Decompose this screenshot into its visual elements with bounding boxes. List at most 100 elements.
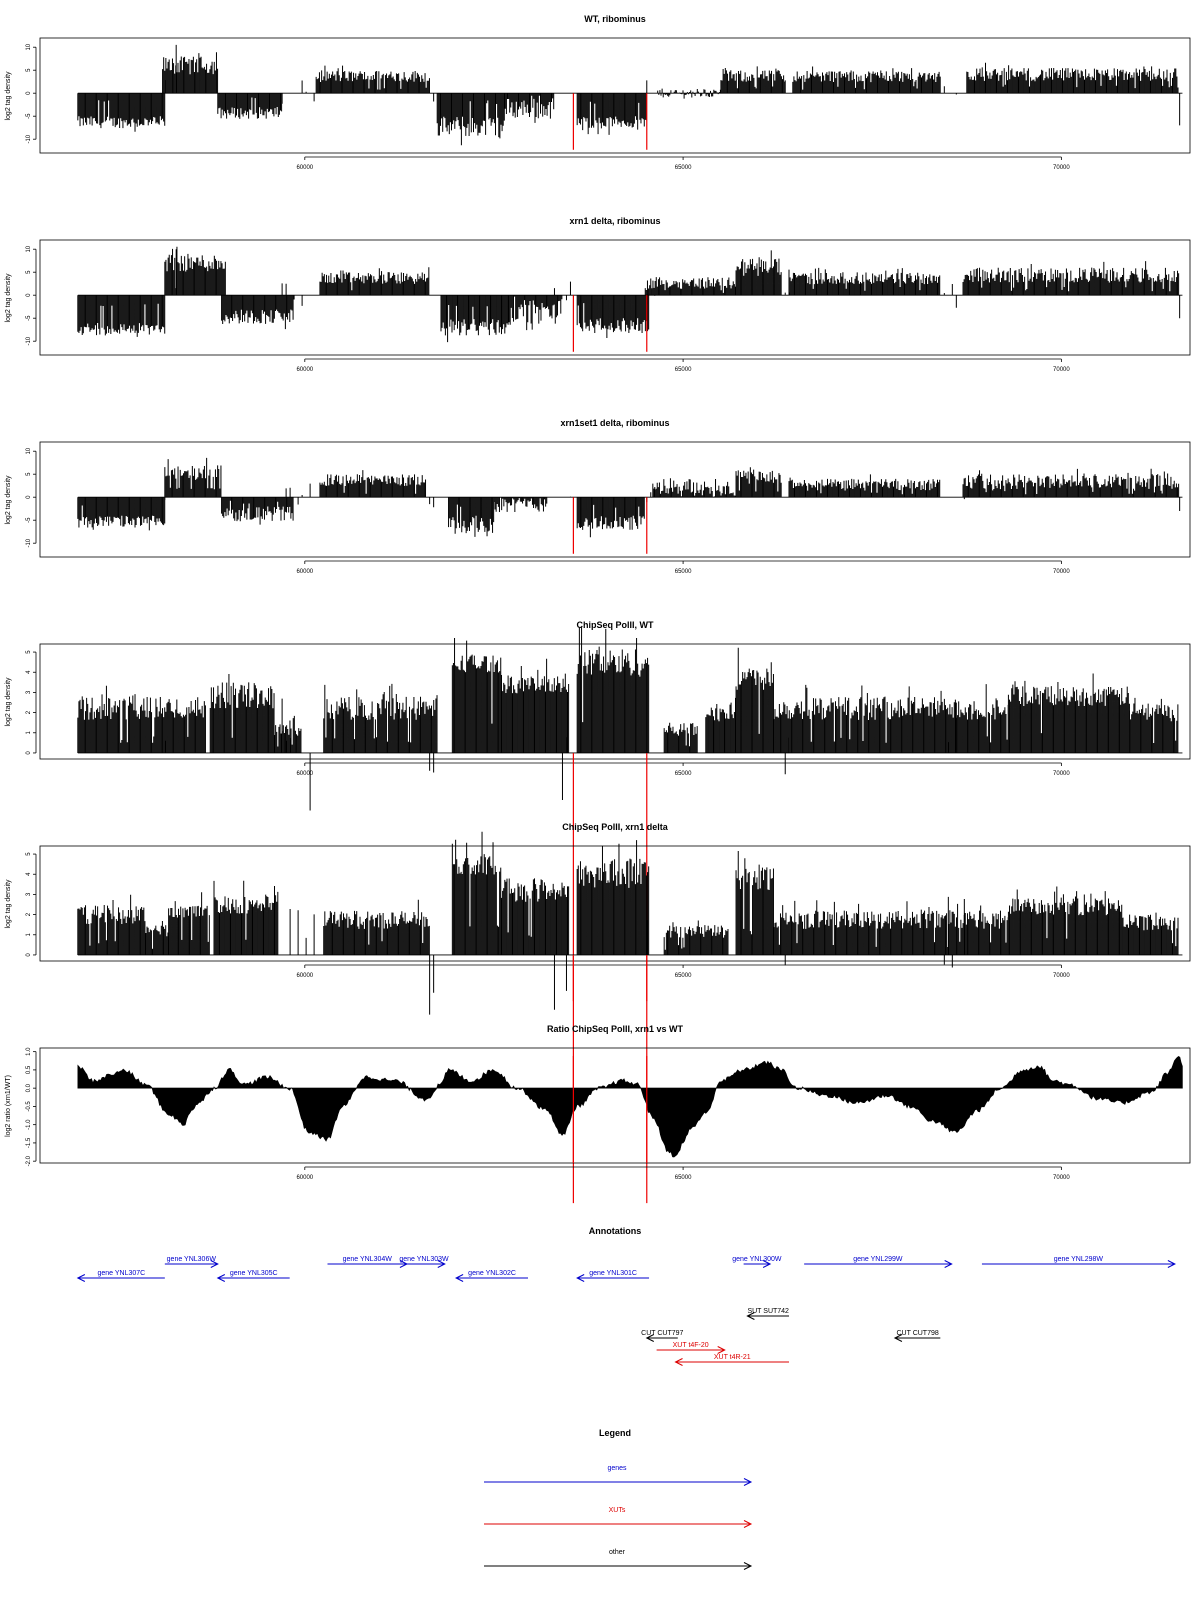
- feature-label: gene YNL307C: [97, 1270, 145, 1277]
- y-axis-label: log2 tag density: [5, 71, 12, 121]
- y-tick-label: -1.5: [26, 1137, 32, 1148]
- feature-arrow: gene YNL306W: [164, 1256, 219, 1268]
- arrow-head: [743, 1478, 753, 1486]
- y-tick-label: -1.0: [26, 1119, 32, 1130]
- x-tick-label: 70000: [1053, 1175, 1070, 1181]
- arrow-head: [1167, 1260, 1176, 1268]
- y-tick-label: 2: [26, 710, 32, 714]
- feature-label: gene YNL302C: [468, 1270, 516, 1277]
- y-tick-label: 0.5: [26, 1065, 32, 1074]
- y-axis-label: log2 tag density: [5, 273, 12, 323]
- y-tick-label: 0.0: [26, 1083, 32, 1092]
- x-tick-label: 60000: [296, 165, 313, 171]
- feature-label: gene YNL299W: [853, 1256, 903, 1263]
- x-tick-label: 60000: [296, 367, 313, 373]
- annotations-title: Annotations: [589, 1226, 642, 1236]
- y-tick-label: -10: [26, 336, 32, 345]
- x-tick-label: 70000: [1053, 569, 1070, 575]
- legend-title: Legend: [599, 1428, 631, 1438]
- panel-wt-ribominus: WT, ribominus log2 tag density 10 5 0 -5 -10…: [5, 14, 1191, 171]
- feature-label: CUT CUT798: [896, 1330, 938, 1337]
- legend-item: genes: [484, 1465, 753, 1486]
- x-tick-label: 65000: [675, 367, 692, 373]
- panel-ratio: Ratio ChipSeq PolII, xrn1 vs WT log2 rat…: [5, 1024, 1191, 1181]
- y-tick-label: -5: [26, 315, 32, 321]
- arrow-head: [893, 1334, 903, 1342]
- x-tick-label: 65000: [675, 771, 692, 777]
- feature-arrow: gene YNL302C: [454, 1270, 528, 1282]
- x-tick-label: 60000: [296, 973, 313, 979]
- panel-title: ChipSeq PolII, xrn1 delta: [562, 822, 669, 832]
- y-tick-label: 0: [26, 953, 32, 957]
- plot-frame: [39, 1047, 1191, 1164]
- y-axis-label: log2 tag density: [5, 879, 12, 929]
- y-tick-label: 0: [26, 91, 32, 95]
- feature-arrow: XUT t4R-21: [674, 1354, 790, 1366]
- y-tick-label: -5: [26, 113, 32, 119]
- y-tick-label: 10: [26, 43, 32, 50]
- panel-title: ChipSeq PolII, WT: [577, 620, 654, 630]
- feature-label: gene YNL305C: [230, 1270, 278, 1277]
- feature-arrow: gene YNL305C: [216, 1270, 290, 1282]
- y-tick-label: 1: [26, 932, 32, 936]
- y-tick-label: 5: [26, 852, 32, 856]
- feature-label: gene YNL300W: [732, 1256, 782, 1263]
- feature-label: gene YNL306W: [167, 1256, 217, 1263]
- x-tick-label: 70000: [1053, 973, 1070, 979]
- feature-arrow: XUT t4F-20: [656, 1342, 726, 1354]
- y-tick-label: 10: [26, 245, 32, 252]
- y-tick-label: 0: [26, 293, 32, 297]
- y-axis-label: log2 tag density: [5, 475, 12, 525]
- legend-item: XUTs: [484, 1507, 753, 1528]
- plot-frame: [39, 845, 1191, 962]
- plot-frame: [39, 643, 1191, 760]
- x-tick-label: 65000: [675, 569, 692, 575]
- panel-title: Ratio ChipSeq PolII, xrn1 vs WT: [547, 1024, 684, 1034]
- arrow-head: [944, 1260, 953, 1268]
- panel-title: xrn1 delta, ribominus: [569, 216, 660, 226]
- y-tick-label: -2.0: [26, 1155, 32, 1166]
- panel-xrn1-ribominus: xrn1 delta, ribominus log2 tag density 1…: [5, 216, 1191, 373]
- feature-arrow: CUT CUT797: [641, 1330, 684, 1342]
- legend-label: XUTs: [609, 1507, 626, 1514]
- arrow-head: [717, 1346, 726, 1354]
- feature-arrow: gene YNL307C: [76, 1270, 165, 1282]
- y-tick-label: -5: [26, 517, 32, 523]
- x-tick-label: 65000: [675, 165, 692, 171]
- y-axis-label: log2 tag density: [5, 677, 12, 727]
- y-axis-label: log2 ratio (xrn1/WT): [5, 1075, 12, 1137]
- feature-arrow: gene YNL299W: [804, 1256, 953, 1268]
- x-tick-label: 70000: [1053, 367, 1070, 373]
- feature-label: gene YNL301C: [589, 1270, 637, 1277]
- arrow-head: [645, 1334, 654, 1342]
- feature-arrow: SUT SUT742: [746, 1308, 789, 1320]
- y-tick-label: 3: [26, 690, 32, 694]
- legend-item: other: [484, 1549, 753, 1570]
- feature-label: gene YNL298W: [1054, 1256, 1104, 1263]
- y-tick-label: 4: [26, 670, 32, 674]
- annotations-track: Annotations gene YNL307C gene YNL306W gene…: [76, 1226, 1176, 1366]
- y-tick-label: 0: [26, 751, 32, 755]
- panel-title: WT, ribominus: [584, 14, 646, 24]
- y-tick-label: 5: [26, 472, 32, 476]
- feature-arrow: gene YNL303W: [399, 1256, 449, 1268]
- signal-bars: [77, 457, 1181, 538]
- x-tick-label: 65000: [675, 973, 692, 979]
- feature-label: SUT SUT742: [747, 1308, 789, 1315]
- y-tick-label: 1: [26, 730, 32, 734]
- arrow-head: [674, 1358, 683, 1366]
- feature-label: gene YNL303W: [399, 1256, 449, 1263]
- feature-arrow: CUT CUT798: [893, 1330, 941, 1342]
- plot-frame: [39, 37, 1191, 154]
- arrow-head: [76, 1274, 86, 1282]
- arrow-head: [437, 1260, 446, 1268]
- arrow-head: [762, 1260, 772, 1268]
- feature-arrow: gene YNL298W: [981, 1256, 1176, 1268]
- legend-label: other: [609, 1549, 626, 1556]
- plot-frame: [39, 441, 1191, 558]
- arrow-head: [454, 1274, 464, 1282]
- y-tick-label: 5: [26, 270, 32, 274]
- arrow-head: [576, 1274, 585, 1282]
- y-tick-label: 5: [26, 68, 32, 72]
